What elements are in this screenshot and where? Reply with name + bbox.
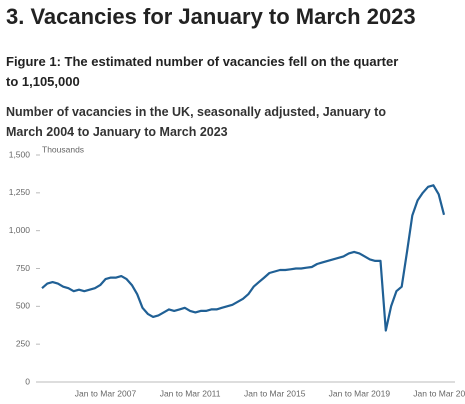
y-tick-label: 1,000 (9, 225, 31, 235)
chart-subtitle: Number of vacancies in the UK, seasonall… (6, 105, 386, 139)
y-tick-label: 500 (16, 301, 30, 311)
series-line (41, 184, 446, 332)
y-tick-label: 750 (16, 263, 30, 273)
x-tick-label: Jan to Mar 2007 (75, 388, 137, 398)
x-tick-label: Jan to Mar 2011 (160, 388, 221, 398)
chart: Thousands 0 250 500 750 1,000 1,250 1,500 Jan t… (9, 144, 465, 398)
y-tick-label: 0 (25, 376, 30, 386)
x-tick-label: Jan to Mar 2023 (413, 388, 465, 398)
figure-caption: Figure 1: The estimated number of vacanc… (6, 54, 399, 89)
section-heading: 3. Vacancies for January to March 2023 (6, 4, 416, 29)
x-tick-label: Jan to Mar 2015 (244, 388, 306, 398)
y-axis-label: Thousands (42, 144, 84, 154)
y-tick-label: 250 (16, 338, 30, 348)
y-tick-label: 1,500 (9, 149, 31, 159)
x-tick-label: Jan to Mar 2019 (329, 388, 391, 398)
y-tick-label: 1,250 (9, 187, 31, 197)
